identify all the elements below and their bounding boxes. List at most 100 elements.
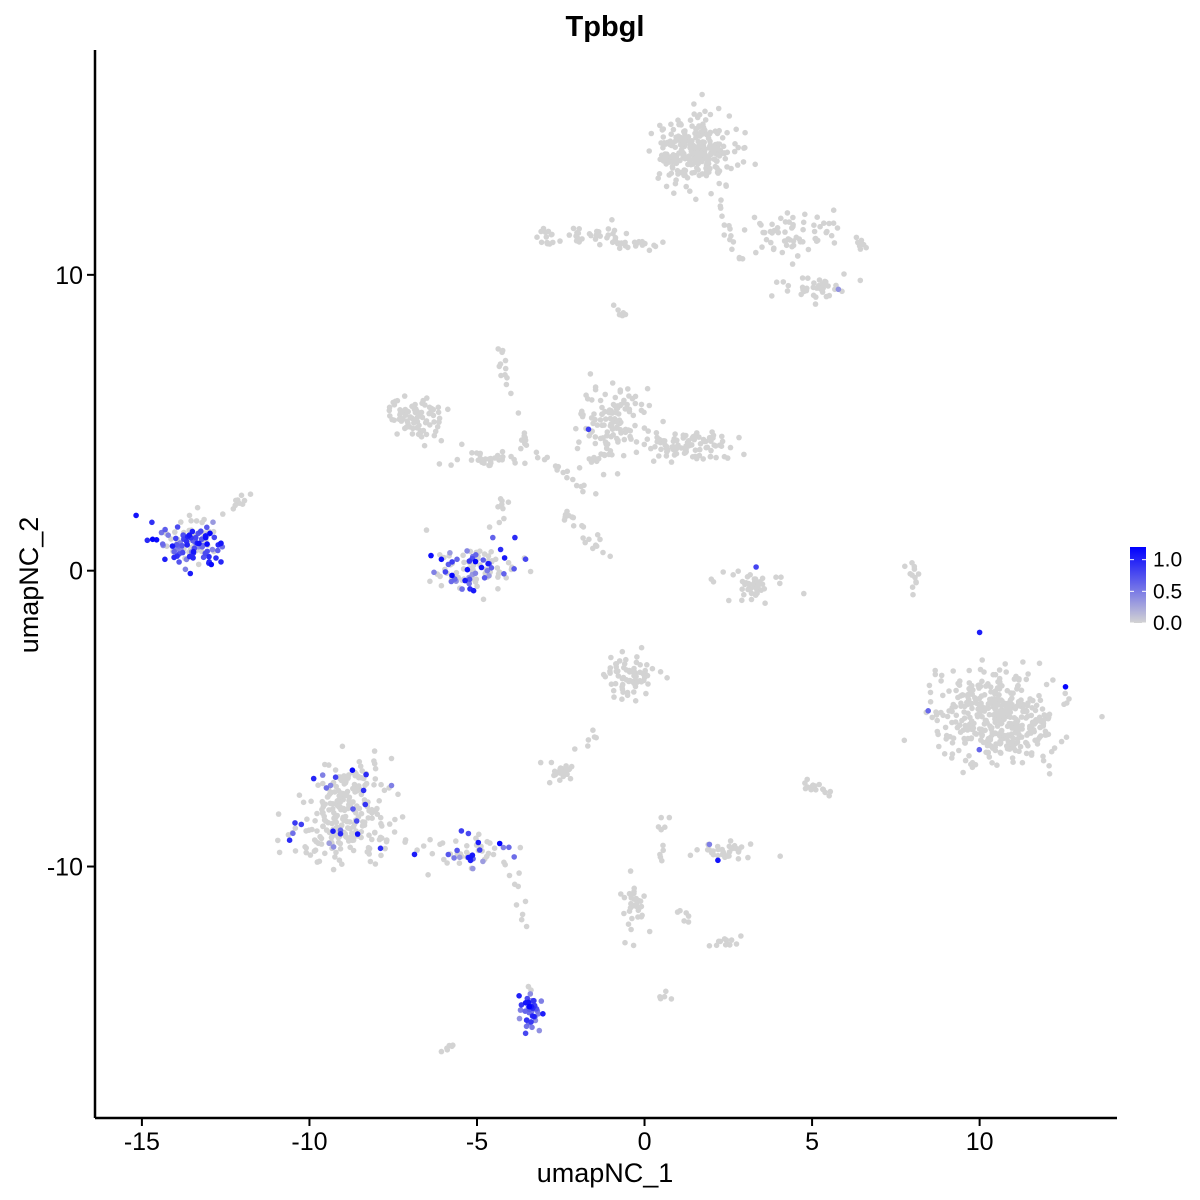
cell-point <box>978 737 984 743</box>
cell-point <box>1018 687 1025 694</box>
expressing-cell-point <box>186 532 193 538</box>
cell-point <box>608 681 615 687</box>
cell-point <box>593 491 599 497</box>
cell-point <box>694 146 701 152</box>
cell-point <box>610 432 616 438</box>
cell-point <box>938 678 944 684</box>
cell-point <box>730 572 736 578</box>
cell-point <box>437 573 443 580</box>
cell-point <box>953 687 959 694</box>
cell-point <box>943 732 950 739</box>
cell-point <box>648 130 655 137</box>
cell-point <box>969 759 976 766</box>
cell-point <box>563 767 570 773</box>
cell-point <box>979 657 985 663</box>
expressing-cell-point <box>326 840 333 847</box>
cell-point <box>681 918 687 924</box>
cell-point <box>735 568 741 574</box>
cell-point <box>1036 660 1043 667</box>
expressing-cell-point <box>411 851 418 858</box>
cell-point <box>1012 705 1019 712</box>
cell-point <box>431 419 437 425</box>
cell-point <box>660 847 666 854</box>
cell-point <box>372 765 379 772</box>
expressing-cell-point <box>462 577 468 584</box>
cell-point <box>409 431 416 437</box>
cell-point <box>637 662 643 668</box>
cell-point <box>663 183 670 190</box>
cell-point <box>616 245 623 252</box>
cell-point <box>685 134 692 140</box>
cell-point <box>584 396 591 402</box>
cell-point <box>318 835 325 842</box>
cell-point <box>515 410 522 416</box>
cell-point <box>686 157 693 163</box>
cell-point <box>358 810 365 817</box>
cell-point <box>817 223 823 230</box>
cell-point <box>472 579 479 585</box>
cell-point <box>437 552 443 558</box>
expressing-cell-point <box>179 542 185 549</box>
cell-point <box>669 163 676 170</box>
cell-point <box>1027 696 1033 702</box>
cell-point <box>344 818 350 825</box>
cell-point <box>994 685 1001 691</box>
expressing-cell-point <box>473 552 479 558</box>
cell-point <box>588 415 595 421</box>
expressing-cell-point <box>349 767 356 773</box>
cell-point <box>614 418 620 425</box>
cell-point <box>976 685 982 691</box>
cell-point <box>658 140 664 146</box>
cell-point <box>304 816 310 822</box>
cell-point <box>1046 771 1053 777</box>
cell-point <box>696 158 703 165</box>
cell-point <box>986 711 993 718</box>
cell-point <box>683 443 689 449</box>
cell-point <box>366 832 372 838</box>
cell-point <box>461 559 467 566</box>
cell-point <box>505 559 512 566</box>
color-legend: 0.0 0.5 1.0 <box>1130 547 1182 635</box>
cell-point <box>759 244 765 250</box>
cell-point <box>995 701 1001 708</box>
cell-point <box>733 126 739 133</box>
cell-point <box>580 524 587 530</box>
cell-point <box>491 845 498 851</box>
cell-point <box>275 811 282 817</box>
cell-point <box>1002 661 1008 667</box>
expressing-cell-point <box>585 426 592 433</box>
cell-point <box>693 455 700 462</box>
cell-point <box>646 402 653 409</box>
cell-point <box>787 237 793 243</box>
cell-point <box>1003 669 1009 675</box>
cell-point <box>700 436 707 443</box>
cell-point <box>438 437 445 444</box>
cell-point <box>696 111 703 118</box>
cell-point <box>308 798 314 805</box>
cell-point <box>178 519 184 525</box>
cell-point <box>502 861 509 868</box>
cell-point <box>713 158 720 164</box>
cell-point <box>638 644 645 651</box>
expressing-cell-point <box>531 1013 537 1020</box>
cell-point <box>790 223 796 230</box>
cell-point <box>634 240 640 246</box>
x-tick-label: -10 <box>291 1128 327 1156</box>
cell-point <box>322 850 328 857</box>
cell-point <box>675 171 681 177</box>
cell-point <box>435 404 442 411</box>
cell-point <box>691 156 697 162</box>
cell-point <box>523 442 530 449</box>
cell-point <box>685 919 692 925</box>
cell-point <box>972 697 979 703</box>
cell-point <box>499 457 506 463</box>
cell-point <box>671 452 678 458</box>
cell-point <box>1062 690 1068 697</box>
cell-point <box>950 701 957 708</box>
cell-point <box>901 737 908 744</box>
cell-point <box>831 240 838 246</box>
cell-point <box>941 751 948 757</box>
cell-point <box>769 221 775 228</box>
expressing-cell-point <box>466 576 473 583</box>
cell-point <box>567 775 574 782</box>
